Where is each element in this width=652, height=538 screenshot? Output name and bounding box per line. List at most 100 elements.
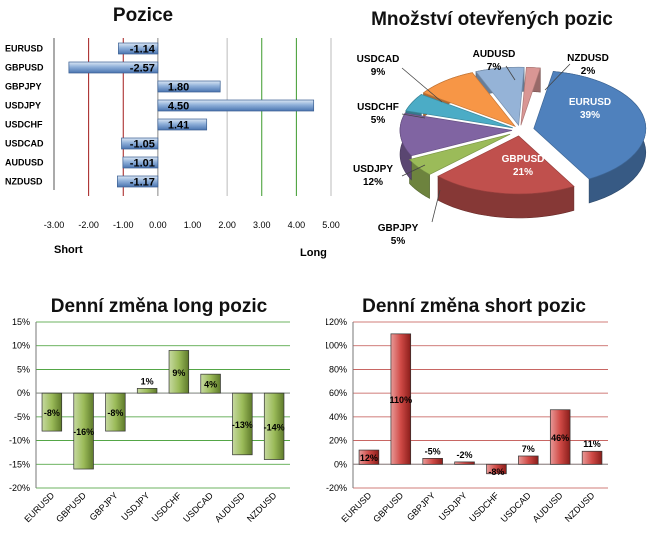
column-bar [232, 392, 253, 456]
x-category-label: USDJPY [437, 490, 469, 522]
value-label: 1% [141, 376, 154, 386]
x-category-label: NZDUSD [563, 490, 597, 524]
pie-slice [475, 66, 525, 127]
position-bar [157, 99, 315, 112]
x-category-label: USDCHF [467, 490, 501, 524]
y-tick-label: -5% [14, 412, 30, 422]
y-tick-label: 20% [329, 436, 347, 446]
x-tick-label: -1.00 [113, 220, 134, 230]
column-bar [454, 461, 475, 465]
x-tick-label: 1.00 [184, 220, 202, 230]
pie-slice-label: AUDUSD [473, 49, 516, 60]
column-bar [358, 449, 380, 465]
pie-slice [422, 72, 517, 128]
pie-leader-line [431, 189, 441, 223]
pie-slice-percent: 5% [391, 236, 406, 247]
column-bar [390, 333, 412, 465]
value-label: -14% [264, 422, 285, 432]
x-category-label: AUDUSD [213, 490, 247, 524]
y-tick-label: -15% [9, 459, 30, 469]
pie-slice-label: EURUSD [569, 97, 611, 108]
x-tick-label: 5.00 [322, 220, 340, 230]
value-label: -1.14 [130, 44, 156, 56]
value-label: 12% [360, 453, 378, 463]
column-bar [518, 455, 539, 465]
value-label: -2% [457, 450, 473, 460]
value-label: 110% [390, 395, 413, 405]
column-bar [581, 450, 603, 465]
x-category-label: AUDUSD [531, 490, 565, 524]
value-label: -8% [44, 408, 60, 418]
position-bar [122, 156, 159, 169]
y-tick-label: 5% [17, 364, 30, 374]
pie-slice-percent: 5% [371, 115, 386, 126]
x-category-label: GBPJPY [405, 490, 437, 522]
y-tick-label: 10% [12, 341, 30, 351]
x-category-label: USDCAD [499, 490, 533, 524]
short-change-title: Denní změna short pozic [362, 296, 586, 317]
column-bar [549, 409, 571, 465]
pie-leader-line [544, 63, 571, 91]
value-label: 7% [522, 444, 535, 454]
column-bar [200, 373, 221, 394]
value-label: 1.80 [168, 82, 189, 94]
column-bar [263, 392, 285, 460]
x-tick-label: 0.00 [149, 220, 167, 230]
x-category-label: NZDUSD [245, 490, 279, 524]
pie-slice-percent: 21% [513, 167, 533, 178]
pie-slice [437, 135, 575, 195]
y-tick-label: 0% [17, 388, 30, 398]
value-label: -8% [107, 408, 123, 418]
y-tick-label: -20% [326, 483, 347, 493]
value-label: -1.01 [130, 158, 155, 170]
long-change-chart: Denní změna long pozic -20% -15% -10% -5% 0%… [9, 296, 290, 524]
pie-leader-line [401, 164, 426, 177]
position-bar [118, 42, 159, 55]
value-label: 1.41 [168, 120, 189, 132]
category-label: USDCAD [5, 139, 44, 149]
pie-chart: Množství otevřených pozic EURUSD 39% GBPUS… [353, 9, 647, 247]
y-tick-label: 120% [326, 317, 347, 327]
column-bar [73, 392, 94, 470]
y-tick-label: -20% [9, 483, 30, 493]
value-label: -8% [488, 467, 504, 477]
pie-slice-label: GBPJPY [378, 223, 419, 234]
pie-slice-percent: 2% [581, 66, 596, 77]
pie-slice-percent: 9% [371, 67, 386, 78]
pie-leader-line [401, 113, 426, 119]
y-tick-label: 60% [329, 388, 347, 398]
x-category-label: GBPUSD [54, 490, 88, 524]
column-bar [41, 392, 63, 432]
pie-slice-label: USDJPY [353, 164, 393, 175]
pie-slice [533, 71, 647, 180]
pie-slice-label: USDCAD [357, 54, 400, 65]
position-bar [121, 137, 159, 150]
position-bar [117, 175, 159, 188]
y-tick-label: 80% [329, 364, 347, 374]
column-bar [422, 458, 443, 465]
value-label: 4% [204, 380, 217, 390]
x-tick-label: 4.00 [288, 220, 306, 230]
value-label: -13% [232, 420, 253, 430]
pie-slice [405, 94, 513, 129]
pie-title: Množství otevřených pozic [371, 9, 613, 30]
x-category-label: GBPJPY [88, 490, 120, 522]
x-category-label: USDJPY [119, 490, 151, 522]
category-label: USDCHF [5, 120, 43, 130]
value-label: -2.57 [130, 63, 155, 75]
x-category-label: GBPUSD [371, 490, 405, 524]
column-bar [486, 463, 507, 475]
x-tick-label: -2.00 [78, 220, 99, 230]
x-tick-label: -3.00 [44, 220, 65, 230]
column-bar [105, 392, 126, 432]
column-bar [168, 350, 190, 394]
y-tick-label: 15% [12, 317, 30, 327]
pie-leader-line [505, 65, 516, 81]
position-bar [157, 80, 221, 93]
y-tick-label: 0% [334, 459, 347, 469]
x-category-label: EURUSD [339, 490, 373, 524]
value-label: 11% [583, 439, 601, 449]
value-label: -16% [73, 427, 94, 437]
x-category-label: USDCHF [150, 490, 184, 524]
pie-slice [408, 133, 511, 175]
